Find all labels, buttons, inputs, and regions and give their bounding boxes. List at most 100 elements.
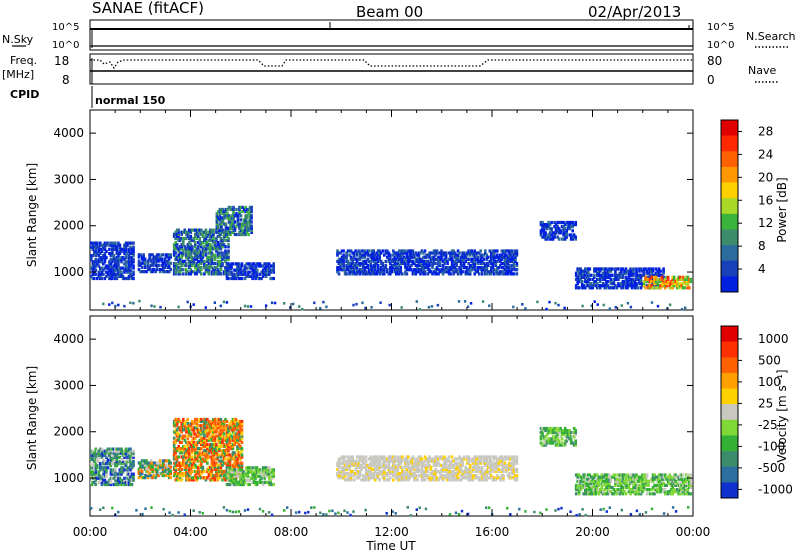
echo-cell: [102, 466, 105, 470]
echo-cell: [197, 245, 200, 249]
echo-cell: [251, 262, 254, 266]
echo-cell: [124, 247, 128, 251]
echo-cell: [167, 265, 171, 269]
echo-cell: [250, 207, 253, 212]
echo-cell: [648, 269, 652, 273]
echo-cell: [436, 303, 440, 307]
echo-cell: [493, 463, 496, 467]
echo-cell: [102, 462, 105, 466]
echo-cell: [152, 473, 156, 478]
echo-cell: [231, 480, 235, 484]
echo-cell: [364, 261, 368, 266]
echo-cell: [93, 262, 96, 266]
echo-cell: [487, 465, 490, 469]
echo-cell: [358, 457, 362, 461]
echo-cell: [405, 472, 409, 476]
echo-cell: [219, 247, 223, 251]
echo-cell: [386, 472, 389, 476]
echo-cell: [188, 469, 191, 474]
echo-cell: [213, 266, 217, 270]
echo-cell: [120, 482, 123, 487]
echo-cell: [174, 243, 177, 247]
echo-cell: [683, 277, 687, 281]
echo-cell: [484, 459, 487, 463]
echo-cell: [129, 476, 132, 480]
echo-cell: [565, 229, 568, 233]
echo-cell: [387, 272, 391, 276]
echo-cell: [396, 268, 400, 272]
echo-cell: [337, 465, 341, 469]
echo-cell: [227, 243, 230, 247]
echo-cell: [369, 263, 372, 268]
echo-cell: [349, 261, 353, 266]
echo-cell: [494, 478, 498, 482]
echo-cell: [139, 473, 142, 478]
echo-cell: [630, 271, 634, 275]
echo-cell: [146, 261, 150, 265]
echo-cell: [90, 466, 93, 470]
echo-cell: [169, 253, 172, 257]
echo-cell: [349, 266, 353, 270]
echo-cell: [399, 266, 403, 270]
echo-cell: [574, 284, 578, 288]
echo-cell: [216, 447, 220, 451]
echo-cell: [155, 255, 159, 259]
echo-cell: [485, 268, 489, 272]
echo-cell: [648, 282, 652, 286]
echo-cell: [358, 469, 362, 474]
echo-cell: [195, 442, 199, 447]
echo-cell: [390, 465, 394, 469]
echo-cell: [126, 466, 129, 470]
echo-cell: [213, 474, 217, 478]
echo-cell: [447, 455, 451, 459]
echo-cell: [603, 286, 607, 290]
echo-cell: [201, 440, 205, 444]
echo-cell: [585, 284, 589, 288]
echo-cell: [216, 424, 220, 428]
echo-cell: [346, 268, 350, 272]
echo-cell: [384, 465, 388, 469]
nave-tick-bottom: 0: [707, 73, 715, 87]
echo-cell: [608, 275, 611, 279]
echo-cell: [177, 228, 180, 232]
echo-cell: [624, 275, 628, 279]
echo-cell: [407, 268, 410, 272]
echo-cell: [226, 214, 229, 218]
echo-cell: [213, 245, 217, 249]
echo-cell: [251, 474, 254, 478]
echo-cell: [115, 478, 119, 482]
echo-cell: [372, 467, 375, 472]
echo-cell: [195, 247, 199, 251]
echo-cell: [480, 266, 484, 270]
echo-cell: [233, 461, 236, 465]
echo-cell: [178, 270, 182, 274]
echo-cell: [164, 465, 168, 469]
echo-cell: [178, 261, 182, 266]
echo-cell: [428, 263, 431, 268]
echo-cell: [383, 459, 386, 463]
echo-cell: [238, 205, 241, 209]
echo-cell: [146, 263, 150, 267]
echo-cell: [440, 463, 443, 467]
echo-cell: [370, 255, 374, 259]
echo-cell: [250, 214, 253, 218]
echo-cell: [194, 442, 197, 447]
echo-cell: [97, 472, 101, 476]
echo-cell: [117, 303, 120, 307]
echo-cell: [337, 272, 341, 276]
echo-cell: [117, 478, 120, 482]
echo-cell: [366, 472, 369, 476]
echo-cell: [249, 470, 253, 474]
echo-cell: [476, 261, 479, 266]
echo-cell: [200, 453, 203, 457]
echo-cell: [352, 472, 356, 476]
echo-cell: [269, 270, 272, 274]
echo-cell: [94, 264, 98, 268]
echo-cell: [242, 478, 245, 482]
echo-cell: [437, 263, 440, 268]
echo-cell: [608, 269, 611, 273]
echo-cell: [142, 476, 145, 480]
echo-cell: [132, 264, 135, 268]
echo-cell: [485, 455, 489, 459]
echo-cell: [198, 255, 202, 259]
